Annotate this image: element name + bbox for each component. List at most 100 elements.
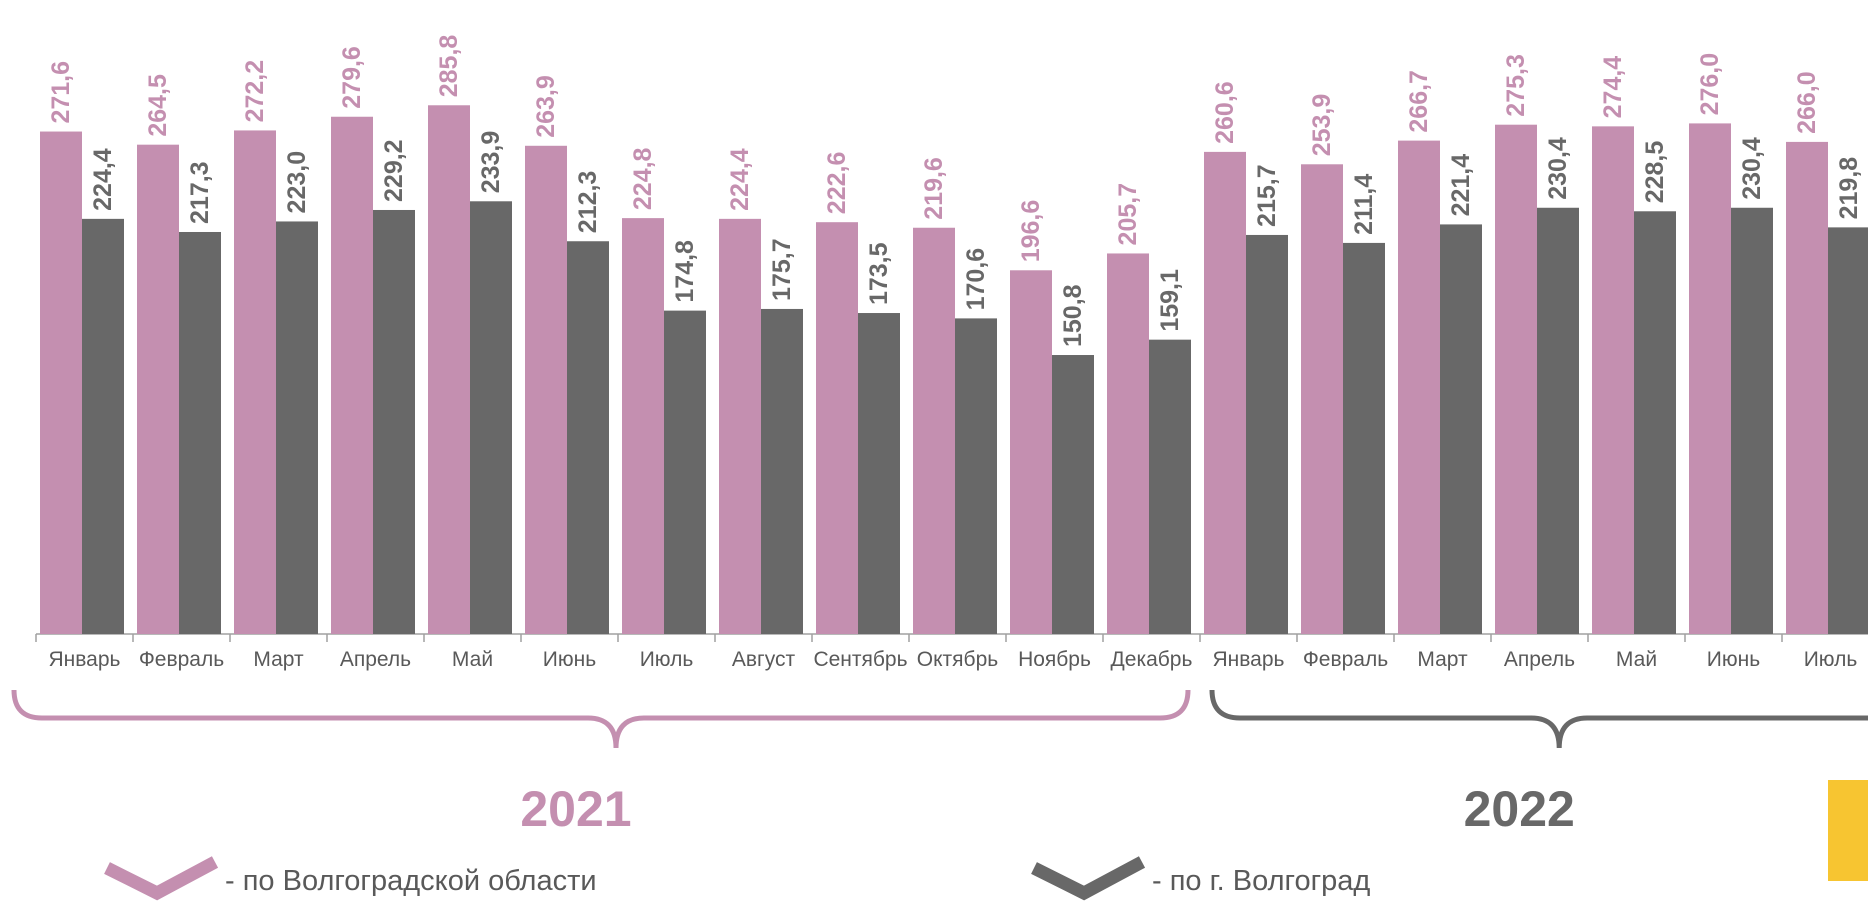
value-label: 212,3	[574, 171, 602, 234]
x-tick-label: Апрель	[1504, 648, 1575, 671]
bar	[373, 209, 415, 635]
x-tick-label: Февраль	[139, 648, 224, 671]
value-label: 229,2	[380, 139, 408, 202]
value-label: 159,1	[1156, 269, 1184, 332]
bar	[40, 131, 82, 635]
value-label: 279,6	[338, 46, 366, 109]
value-label: 228,5	[1641, 141, 1669, 204]
value-label: 253,9	[1308, 94, 1336, 157]
x-tick-label: Июль	[1804, 648, 1858, 671]
value-label: 266,0	[1793, 71, 1821, 134]
value-label: 285,8	[435, 35, 463, 98]
bar	[1301, 164, 1343, 634]
bar	[858, 313, 900, 634]
bar	[1149, 339, 1191, 634]
bar	[428, 105, 470, 634]
value-label: 215,7	[1253, 164, 1281, 227]
bar	[719, 218, 761, 635]
bar	[664, 310, 706, 634]
page-badge	[1828, 780, 1868, 881]
bar	[1786, 141, 1828, 634]
legend-icon	[104, 856, 219, 901]
x-tick-label: Май	[452, 648, 493, 671]
value-label: 170,6	[962, 248, 990, 311]
bar	[761, 308, 803, 634]
bar	[913, 227, 955, 635]
bar	[567, 241, 609, 634]
value-label: 223,0	[283, 151, 311, 214]
bar	[179, 231, 221, 634]
bar	[1204, 151, 1246, 634]
x-tick-label: Январь	[1213, 648, 1285, 671]
value-label: 266,7	[1405, 70, 1433, 133]
value-label: 276,0	[1696, 53, 1724, 116]
bar	[1731, 207, 1773, 634]
bar	[1592, 126, 1634, 635]
value-label: 264,5	[144, 74, 172, 137]
value-label: 275,3	[1502, 54, 1530, 117]
year-brace	[1209, 689, 1868, 749]
x-tick-label: Январь	[49, 648, 121, 671]
value-label: 219,6	[920, 157, 948, 220]
legend-label: - по г. Волгоград	[1152, 865, 1370, 897]
bar	[1634, 211, 1676, 634]
bar	[816, 222, 858, 634]
bar	[1343, 242, 1385, 634]
x-tick-label: Февраль	[1303, 648, 1388, 671]
bar	[1495, 124, 1537, 634]
bar	[137, 144, 179, 635]
x-tick-label: Октябрь	[917, 648, 998, 671]
x-tick-label: Сентябрь	[813, 648, 907, 671]
value-label: 221,4	[1447, 154, 1475, 217]
value-label: 205,7	[1114, 183, 1142, 246]
value-label: 173,5	[865, 242, 893, 305]
value-label: 224,8	[629, 147, 657, 210]
bar	[1010, 270, 1052, 634]
x-tick-label: Декабрь	[1111, 648, 1193, 671]
value-label: 196,6	[1017, 200, 1045, 263]
x-tick-label: Март	[1417, 648, 1468, 671]
bar	[622, 218, 664, 634]
bar	[1246, 234, 1288, 634]
x-tick-label: Июль	[640, 648, 694, 671]
x-tick-label: Июнь	[1707, 648, 1760, 671]
value-label: 230,4	[1544, 137, 1572, 200]
bar	[276, 221, 318, 634]
value-label: 222,6	[823, 152, 851, 215]
legend-label: - по Волгоградской области	[225, 865, 597, 897]
year-label: 2021	[520, 781, 631, 837]
value-label: 174,8	[671, 240, 699, 303]
bar	[1828, 227, 1868, 634]
value-label: 219,8	[1835, 157, 1863, 220]
value-label: 274,4	[1599, 56, 1627, 119]
value-label: 175,7	[768, 238, 796, 301]
bar	[234, 130, 276, 634]
year-brace	[11, 689, 1191, 749]
value-label: 217,3	[186, 161, 214, 224]
x-tick-label: Июнь	[543, 648, 596, 671]
value-label: 260,6	[1211, 81, 1239, 144]
value-label: 233,9	[477, 131, 505, 194]
bar	[525, 145, 567, 634]
x-tick-label: Май	[1616, 648, 1657, 671]
bar	[1537, 207, 1579, 634]
x-tick-label: Август	[732, 648, 796, 671]
value-label: 224,4	[89, 148, 117, 211]
bar	[1398, 140, 1440, 635]
bar	[1689, 123, 1731, 635]
x-tick-label: Апрель	[340, 648, 411, 671]
bar	[1440, 224, 1482, 634]
bar	[955, 318, 997, 634]
bar	[82, 218, 124, 635]
value-label: 263,9	[532, 75, 560, 138]
year-label: 2022	[1464, 781, 1575, 837]
value-label: 272,2	[241, 60, 269, 123]
bar	[470, 201, 512, 634]
value-label: 230,4	[1738, 137, 1766, 200]
x-tick-label: Март	[253, 648, 304, 671]
value-label: 224,4	[726, 148, 754, 211]
value-label: 150,8	[1059, 284, 1087, 347]
value-label: 271,6	[47, 61, 75, 124]
bar	[1107, 253, 1149, 634]
